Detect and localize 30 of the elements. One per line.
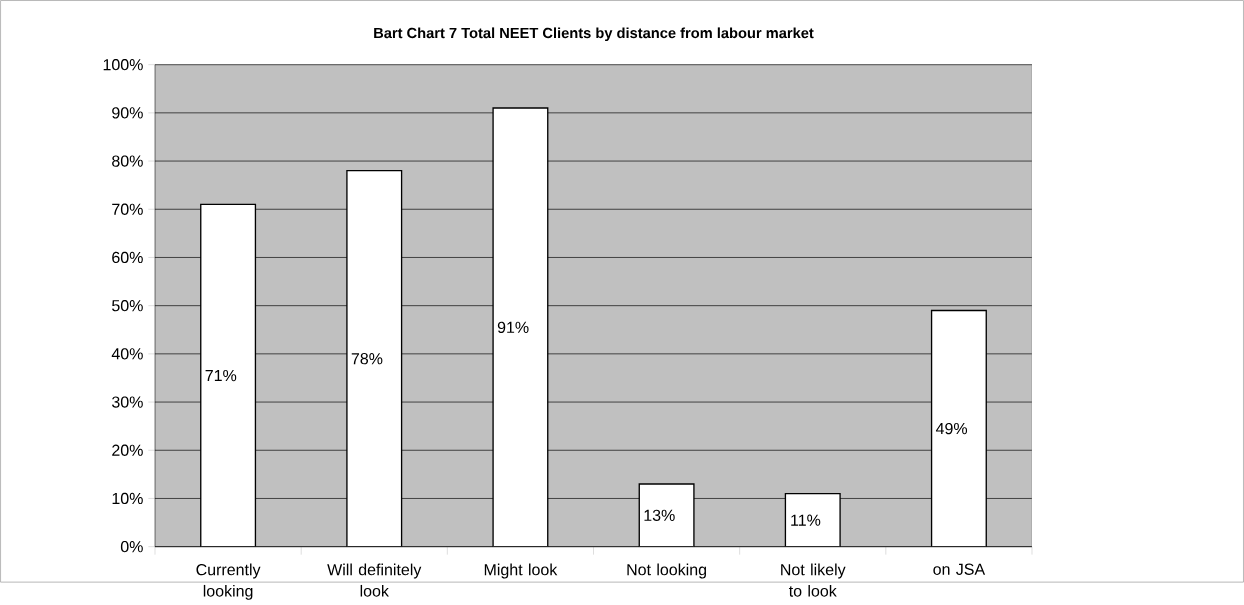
- bar: [492, 107, 549, 547]
- y-tick-label: 100%: [103, 59, 143, 71]
- data-label: 11%: [791, 514, 821, 526]
- x-tick-label: Not likely to look: [781, 563, 846, 597]
- y-tick-label: 50%: [112, 300, 143, 312]
- chart-title: Bart Chart 7 Total NEET Clients by distance from labour market: [374, 27, 814, 42]
- data-label: 49%: [935, 423, 968, 435]
- y-tick-label: 0%: [120, 541, 143, 553]
- data-label: 91%: [497, 321, 529, 334]
- y-tick-label: 60%: [112, 252, 143, 264]
- y-tick-label: 70%: [112, 203, 143, 216]
- data-label: 71%: [205, 370, 237, 382]
- bar: [784, 493, 841, 547]
- x-tick-label: Might look: [484, 563, 558, 579]
- x-tick-label: on JSA: [933, 563, 986, 576]
- x-tick-label: Currently looking: [196, 563, 261, 601]
- bar: [638, 483, 695, 547]
- y-tick-label: 10%: [112, 493, 143, 505]
- y-tick-label: 90%: [112, 107, 143, 119]
- y-tick-label: 80%: [112, 155, 143, 167]
- y-tick-label: 40%: [111, 348, 143, 360]
- x-tick-label: Not looking: [627, 563, 706, 579]
- x-tick-label: Will definitely look: [327, 563, 422, 597]
- y-tick-label: 30%: [112, 396, 143, 408]
- y-tick-label: 20%: [112, 444, 143, 457]
- data-label: 78%: [351, 353, 383, 365]
- bar: [200, 204, 257, 547]
- data-label: 13%: [644, 509, 675, 522]
- bar: [930, 310, 987, 547]
- bar: [346, 170, 403, 547]
